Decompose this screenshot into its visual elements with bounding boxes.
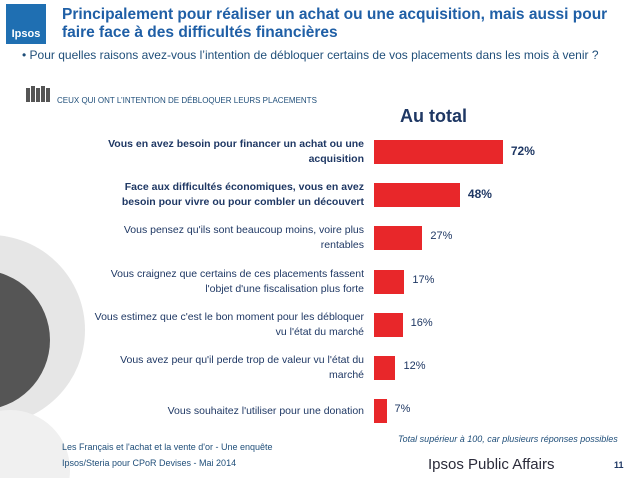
category-label: Vous pensez qu'ils sont beaucoup moins, … [123,224,364,252]
category-label: Vous en avez besoin pour financer un ach… [108,138,364,165]
category-label: Vous estimez que c'est le bon moment pou… [94,310,364,338]
source: Les Français et l'achat et la vente d'or… [62,442,273,452]
bar [374,183,460,208]
question: • Pour quelles raisons avez-vous l’inten… [22,48,599,62]
bar [374,399,387,424]
base: CEUX QUI ONT L’INTENTION DE DÉBLOQUER LE… [57,96,317,105]
bar [374,269,405,294]
value-label: 27% [430,230,453,243]
annotation: Total supérieur à 100, car plusieurs rép… [398,434,618,444]
page-number: 11 [614,460,624,470]
category-label: Face aux difficultés économiques, vous e… [121,181,364,209]
value-label: 7% [394,403,411,416]
source: Ipsos/Steria pour CPoR Devises - Mai 201… [62,458,237,468]
value-label: 12% [403,360,426,372]
bar [374,140,503,164]
question-text: Pour quelles raisons avez-vous l’intenti… [29,48,599,62]
chart-title: Au total [400,106,467,126]
category-label: Vous craignez que certains de ces placem… [110,267,364,295]
value-label: 17% [412,273,435,286]
value-label: 48% [467,187,492,202]
bar [374,312,403,337]
bar [374,356,396,380]
logo: Ipsos [6,4,46,44]
slide-title: Principalement pour réaliser un achat ou… [62,6,608,41]
value-label: 16% [410,316,433,329]
category-label: Vous avez peur qu'il perde trop de valeu… [120,354,364,381]
category-label: Vous souhaitez l'utiliser pour une donat… [167,404,364,417]
brand: Ipsos Public Affairs [428,456,555,473]
value-label: 72% [510,144,535,158]
bar [374,226,423,251]
